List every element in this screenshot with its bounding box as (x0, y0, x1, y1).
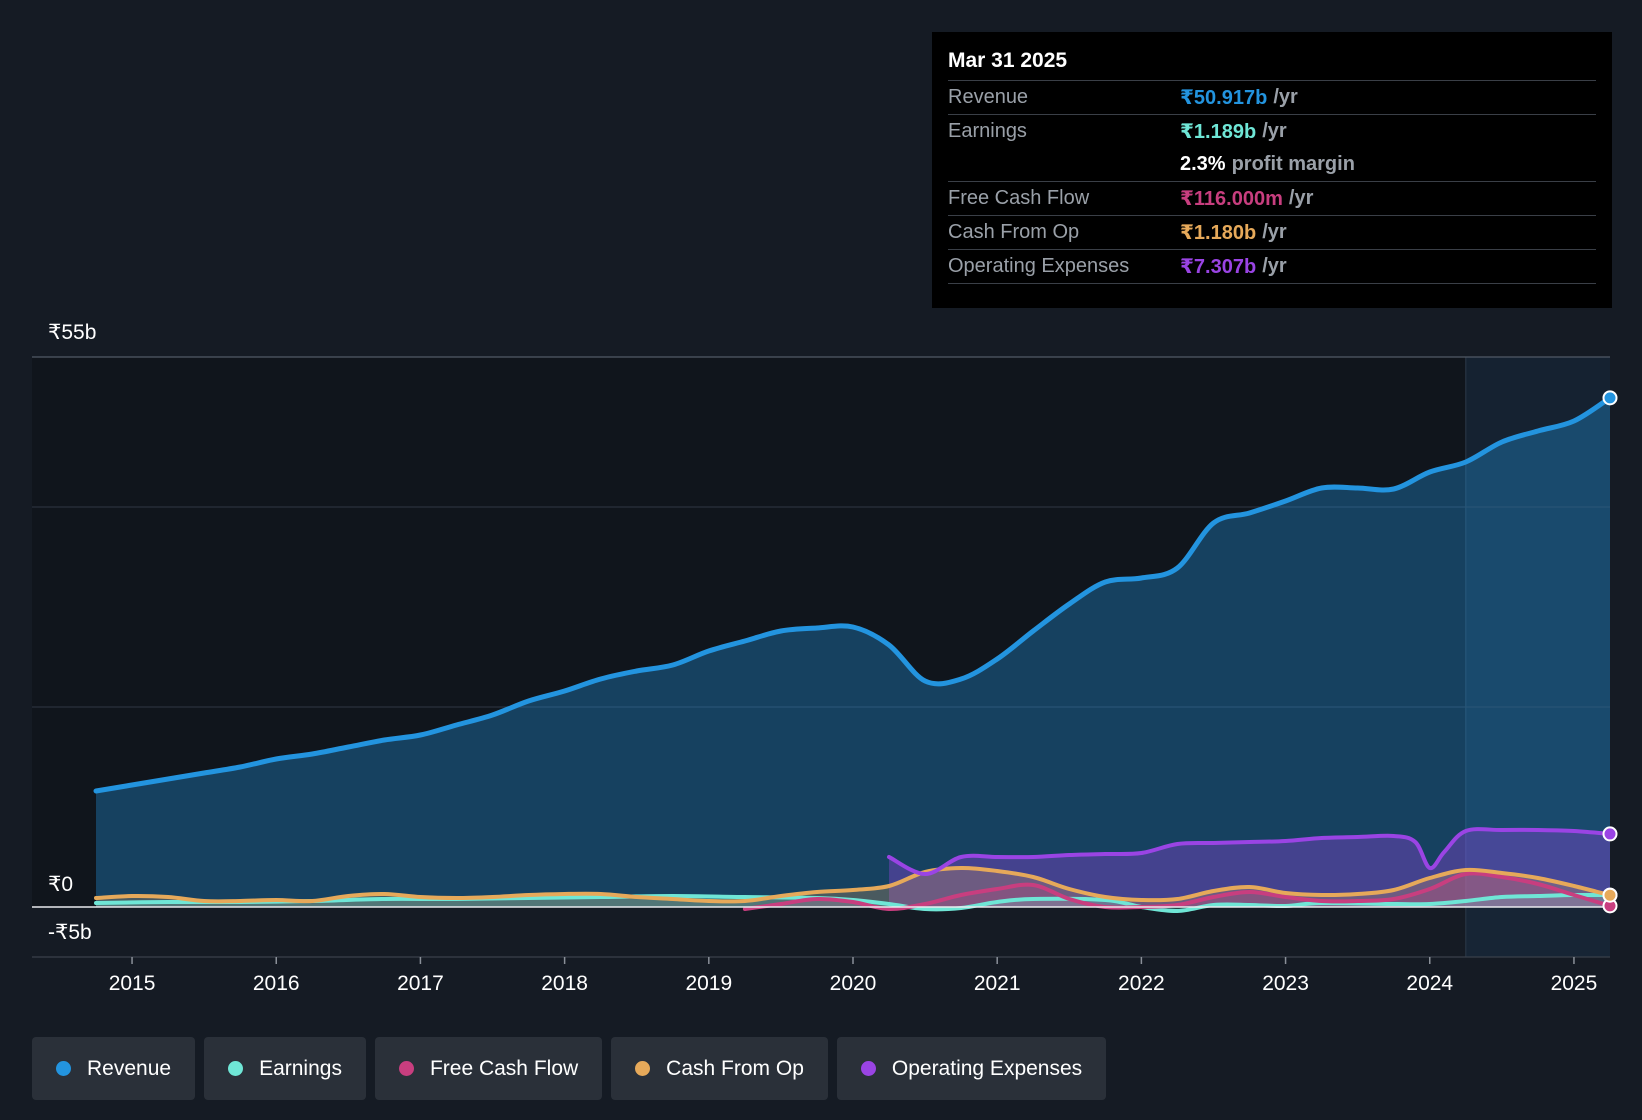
x-tick-label: 2016 (253, 972, 300, 995)
line-revenue (93, 395, 1613, 794)
legend-label-cash-from-op: Cash From Op (666, 1056, 804, 1080)
x-tick-label: 2022 (1118, 972, 1165, 995)
x-tick-label: 2021 (974, 972, 1021, 995)
x-axis-labels: 2015 2016 2017 2018 2019 2020 2021 2022 2023 2024… (109, 957, 1598, 995)
tooltip-value-cfo: ₹1.180b (1180, 222, 1257, 244)
hover-tooltip: Mar 31 2025 Revenue ₹50.917b /yr Earning… (932, 32, 1612, 308)
tooltip-unit-revenue: /yr (1273, 86, 1298, 108)
x-tick-label: 2018 (541, 972, 588, 995)
tooltip-value-fcf: ₹116.000m (1180, 188, 1283, 210)
legend-item-free-cash-flow[interactable]: Free Cash Flow (374, 1037, 603, 1100)
x-tick-label: 2025 (1551, 972, 1598, 995)
y-axis-labels: ₹55b ₹0 -₹5b (48, 321, 96, 944)
tooltip-unit-earnings: /yr (1262, 120, 1287, 142)
legend-item-revenue[interactable]: Revenue (32, 1037, 196, 1100)
endpoint-cfo (1602, 887, 1618, 903)
legend-item-cash-from-op[interactable]: Cash From Op (611, 1037, 828, 1100)
legend-dot-revenue (56, 1061, 71, 1076)
series-endpoints (1602, 390, 1618, 914)
y-tick-label: ₹0 (48, 873, 73, 896)
legend-label-free-cash-flow: Free Cash Flow (429, 1056, 579, 1080)
y-tick-label: ₹55b (48, 321, 96, 344)
tooltip-label-earnings: Earnings (948, 120, 1027, 142)
tooltip-row-revenue: Revenue ₹50.917b /yr (948, 81, 1596, 115)
tooltip-row-earnings: Earnings ₹1.189b /yr (948, 115, 1596, 148)
x-tick-label: 2015 (109, 972, 156, 995)
tooltip-value-earnings: ₹1.189b (1180, 121, 1257, 143)
legend-item-earnings[interactable]: Earnings (204, 1037, 366, 1100)
legend-label-revenue: Revenue (87, 1056, 172, 1080)
x-tick-label: 2020 (830, 972, 877, 995)
area-cfo (96, 867, 1610, 907)
legend-dot-cash-from-op (635, 1061, 651, 1076)
tooltip-label-opex: Operating Expenses (948, 255, 1130, 277)
tooltip-label-cfo: Cash From Op (948, 221, 1080, 243)
series-lines (93, 395, 1613, 914)
legend-dot-free-cash-flow (398, 1061, 414, 1076)
past-period-shade (32, 357, 1610, 907)
y-tick-label: -₹5b (48, 921, 92, 944)
tooltip-row-opex: Operating Expenses ₹7.307b /yr (948, 250, 1596, 284)
line-opex (887, 827, 1612, 876)
tooltip-date: Mar 31 2025 (948, 46, 1596, 81)
tooltip-row-fcf: Free Cash Flow ₹116.000m /yr (948, 182, 1596, 216)
recent-period-highlight (1465, 357, 1610, 957)
tooltip-label-margin: profit margin (1231, 153, 1355, 175)
x-tick-label: 2019 (685, 972, 732, 995)
x-tick-label: 2017 (397, 972, 444, 995)
x-tick-label: 2023 (1262, 972, 1309, 995)
gridlines (32, 356, 1610, 958)
tooltip-label-fcf: Free Cash Flow (948, 187, 1090, 209)
line-cfo (94, 865, 1612, 904)
legend-label-earnings: Earnings (259, 1056, 342, 1080)
line-fcf (742, 871, 1612, 912)
tooltip-unit-opex: /yr (1262, 255, 1287, 277)
tooltip-label-revenue: Revenue (948, 86, 1029, 108)
endpoint-opex (1602, 826, 1618, 842)
tooltip-value-revenue: ₹50.917b (1180, 87, 1268, 109)
legend-dot-earnings (228, 1061, 244, 1076)
legend-label-operating-expenses: Operating Expenses (891, 1056, 1083, 1080)
tooltip-unit-cfo: /yr (1262, 221, 1287, 243)
x-tick-label: 2024 (1406, 972, 1453, 995)
tooltip-unit-fcf: /yr (1288, 187, 1314, 209)
endpoint-revenue (1602, 390, 1618, 406)
legend: Revenue Earnings Free Cash Flow Cash Fro… (32, 1037, 1107, 1100)
tooltip-value-margin: 2.3% (1180, 153, 1226, 175)
legend-dot-operating-expenses (860, 1061, 876, 1076)
tooltip-value-opex: ₹7.307b (1180, 256, 1257, 278)
area-revenue (96, 397, 1610, 907)
tooltip-row-margin: 2.3% profit margin (948, 148, 1596, 182)
tooltip-row-cfo: Cash From Op ₹1.180b /yr (948, 216, 1596, 250)
legend-item-operating-expenses[interactable]: Operating Expenses (836, 1037, 1107, 1100)
